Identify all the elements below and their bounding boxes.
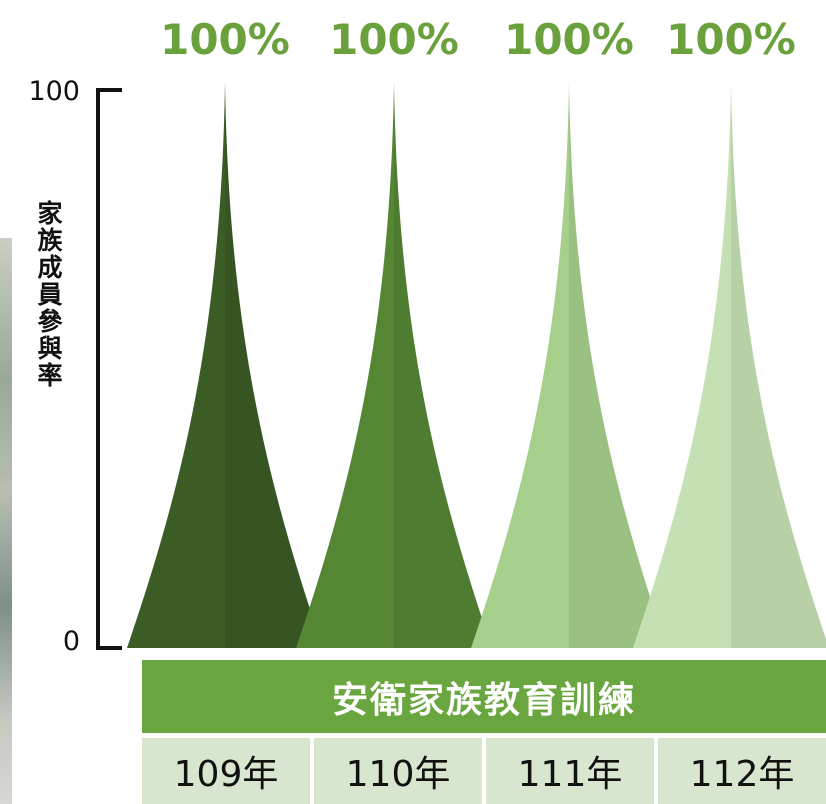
peak-shade-1 (225, 82, 323, 648)
background-photo-edge (0, 238, 12, 804)
y-axis-label: 家族成員參與率 (34, 200, 63, 389)
chart-svg: 100% 100% 100% 100% 0 100 (28, 15, 826, 657)
peak-3 (471, 82, 667, 648)
category-label: 110年 (314, 738, 482, 804)
peak-shade-3 (569, 82, 667, 648)
data-label: 100% (666, 15, 796, 64)
peak-shade-4 (731, 82, 826, 648)
x-axis-label: 安衛家族教育訓練 (142, 660, 826, 733)
y-axis-line (96, 88, 122, 650)
category-label: 109年 (142, 738, 310, 804)
peak-2 (296, 82, 492, 648)
y-axis: 0 100 (28, 76, 122, 657)
category-label: 111年 (486, 738, 654, 804)
data-label: 100% (329, 15, 459, 64)
peak-4 (633, 82, 826, 648)
data-label: 100% (160, 15, 290, 64)
data-label: 100% (504, 15, 634, 64)
category-row: 109年 110年 111年 112年 (142, 738, 826, 804)
peak-1 (127, 82, 323, 648)
chart-marks: 100% 100% 100% 100% (127, 15, 826, 648)
y-tick-label: 0 (63, 626, 80, 657)
category-label: 112年 (658, 738, 826, 804)
y-tick-label: 100 (28, 76, 80, 107)
peak-shade-2 (394, 82, 492, 648)
